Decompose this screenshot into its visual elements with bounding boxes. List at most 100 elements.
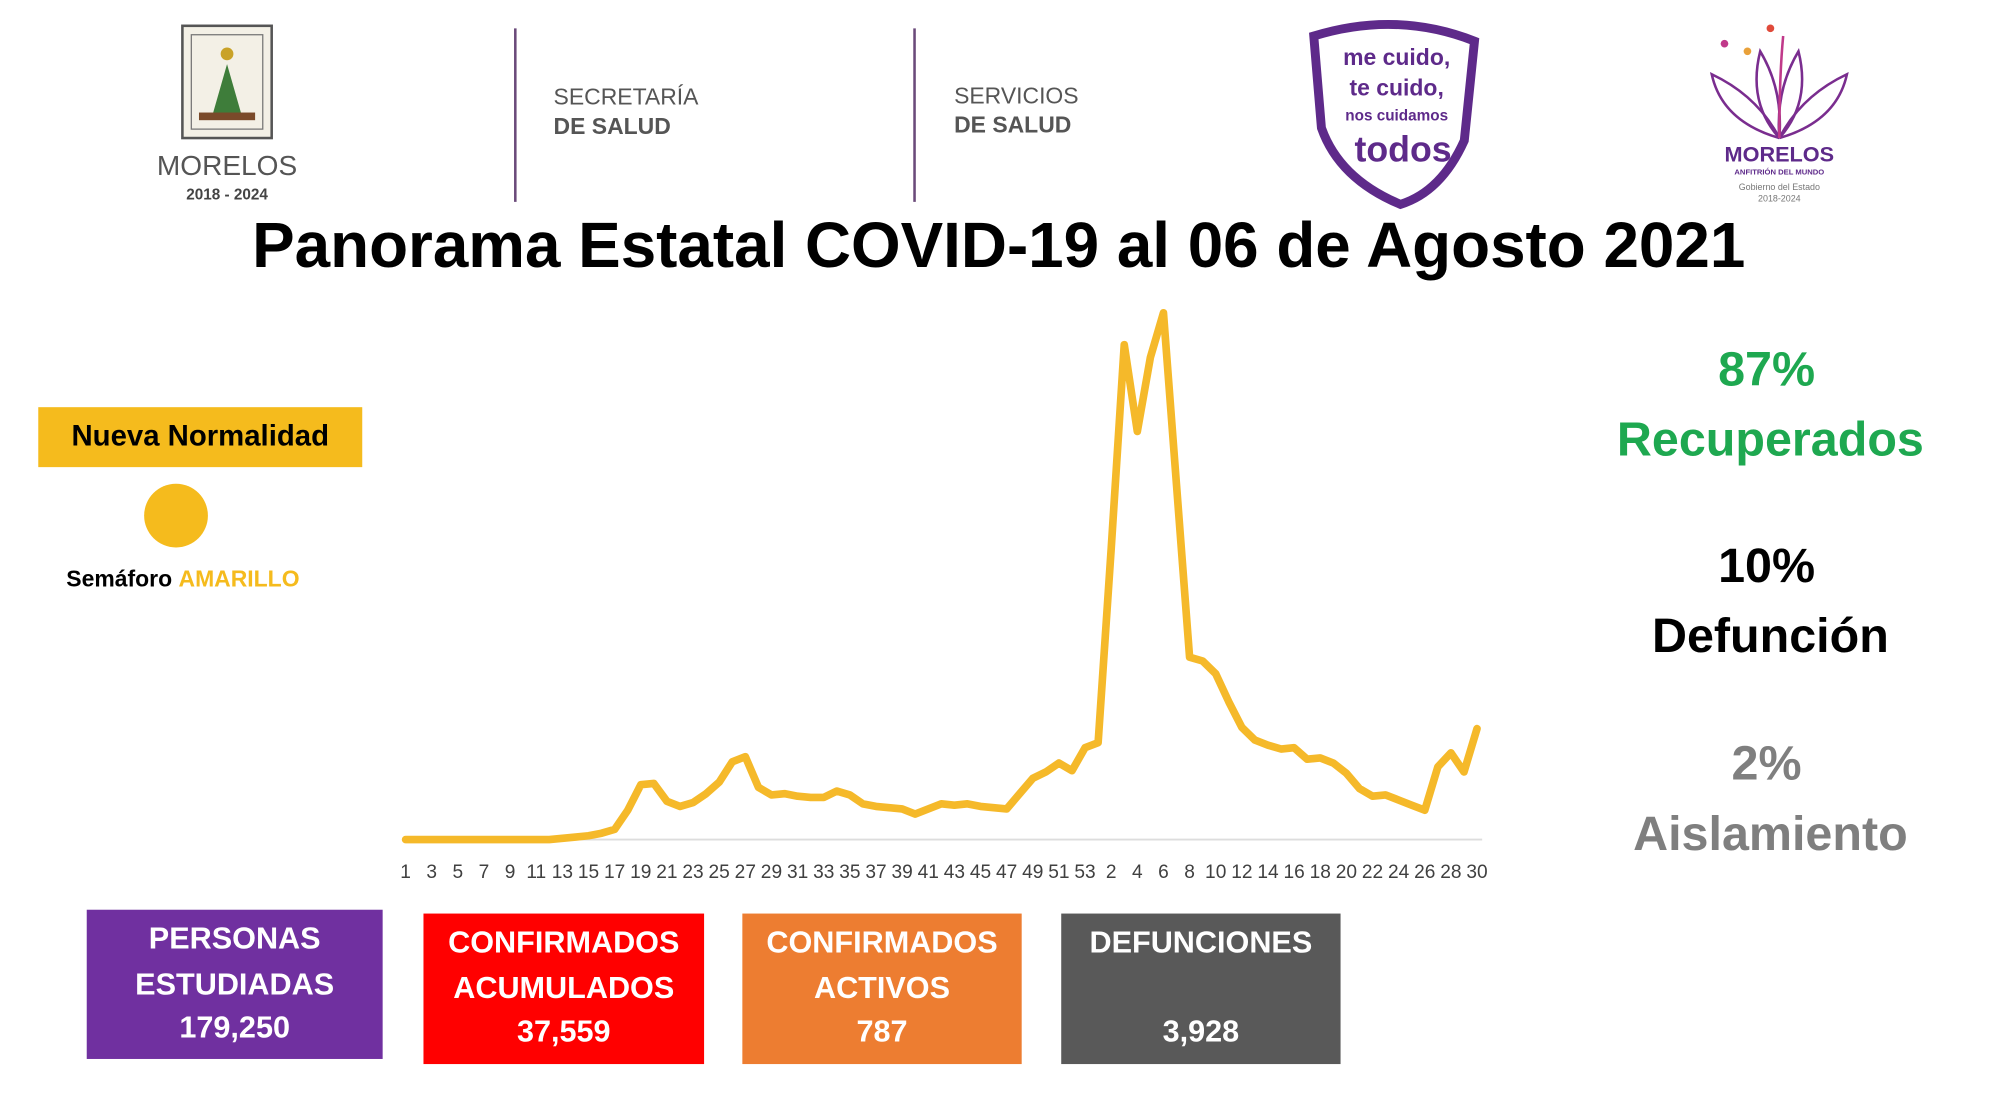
secretaria-line2: DE SALUD — [554, 113, 671, 139]
summary-box-label: ESTUDIADAS — [135, 967, 334, 1001]
lotus-petal — [1778, 35, 1785, 139]
x-tick-label: 31 — [787, 862, 808, 883]
summary-box — [742, 913, 1022, 1065]
gobierno-name: MORELOS — [1725, 142, 1835, 167]
lotus-petal — [1778, 72, 1849, 140]
morelos-years: 2018 - 2024 — [186, 186, 268, 203]
stat-value: 2% — [1732, 737, 1802, 791]
x-tick-label: 45 — [970, 862, 991, 883]
servicios-line1: SERVICIOS — [954, 82, 1079, 108]
stat-label: Aislamiento — [1633, 807, 1908, 861]
gobierno-line1: Gobierno del Estado — [1739, 182, 1820, 192]
lotus-petal — [1709, 72, 1781, 140]
summary-box — [423, 913, 705, 1065]
stat-label: Defunción — [1652, 609, 1889, 663]
semaforo-light — [144, 483, 208, 548]
summary-box-label: CONFIRMADOS — [448, 925, 679, 959]
lotus-dot — [1766, 24, 1775, 33]
summary-box-value: 179,250 — [179, 1011, 290, 1045]
summary-box-label: PERSONAS — [149, 921, 321, 955]
x-tick-label: 13 — [552, 862, 573, 883]
x-tick-label: 15 — [578, 862, 599, 883]
x-tick-label: 2 — [1106, 862, 1117, 883]
x-tick-label: 11 — [526, 862, 546, 883]
emblem-sun — [220, 47, 234, 61]
x-tick-label: 27 — [735, 862, 756, 883]
semaforo-label-text: Semáforo — [66, 566, 172, 592]
x-tick-label: 16 — [1283, 862, 1304, 883]
x-tick-label: 10 — [1205, 862, 1226, 883]
lotus-dot — [1743, 47, 1752, 56]
x-tick-label: 29 — [761, 862, 782, 883]
x-tick-label: 9 — [505, 862, 516, 883]
summary-box-label: CONFIRMADOS — [766, 925, 997, 959]
campaign-line1: me cuido, — [1343, 44, 1450, 70]
x-tick-label: 12 — [1231, 862, 1252, 883]
x-tick-label: 47 — [996, 862, 1017, 883]
gobierno-tagline: ANFITRIÓN DEL MUNDO — [1734, 168, 1824, 177]
x-tick-label: 53 — [1074, 862, 1095, 883]
campaign-line4: todos — [1354, 130, 1451, 170]
summary-box — [86, 909, 383, 1059]
semaforo-status: AMARILLO — [179, 566, 300, 592]
campaign-line3: nos cuidamos — [1345, 107, 1448, 124]
summary-box — [1061, 913, 1341, 1065]
x-tick-label: 43 — [944, 862, 965, 883]
semaforo-label: Semáforo AMARILLO — [66, 566, 299, 592]
semaforo-badge — [38, 407, 363, 468]
x-tick-label: 25 — [709, 862, 730, 883]
x-tick-label: 17 — [604, 862, 625, 883]
x-tick-label: 5 — [453, 862, 464, 883]
lotus-logo — [1709, 35, 1849, 140]
x-tick-label: 18 — [1310, 862, 1331, 883]
x-tick-label: 1 — [400, 862, 411, 883]
x-tick-label: 35 — [839, 862, 860, 883]
x-tick-label: 7 — [479, 862, 490, 883]
x-tick-label: 37 — [865, 862, 886, 883]
summary-box-value: 787 — [856, 1015, 907, 1049]
secretaria-line1: SECRETARÍA — [554, 84, 700, 110]
stat-value: 10% — [1718, 539, 1815, 593]
x-tick-label: 49 — [1022, 862, 1043, 883]
morelos-name: MORELOS — [157, 150, 297, 181]
x-tick-label: 19 — [630, 862, 651, 883]
x-tick-label: 20 — [1336, 862, 1357, 883]
x-tick-label: 41 — [918, 862, 939, 883]
x-tick-label: 21 — [656, 862, 677, 883]
x-tick-label: 4 — [1132, 862, 1143, 883]
x-tick-label: 39 — [891, 862, 912, 883]
x-tick-label: 24 — [1388, 862, 1410, 883]
lotus-petal — [1755, 48, 1782, 139]
stat-value: 87% — [1718, 343, 1815, 397]
x-tick-label: 28 — [1440, 862, 1461, 883]
x-tick-label: 3 — [426, 862, 437, 883]
servicios-line2: DE SALUD — [954, 112, 1071, 138]
emblem-tree — [211, 64, 243, 118]
x-tick-label: 23 — [682, 862, 703, 883]
emblem-border — [190, 34, 264, 130]
x-tick-label: 8 — [1184, 862, 1195, 883]
x-tick-label: 30 — [1466, 862, 1487, 883]
semaforo-badge-text: Nueva Normalidad — [71, 420, 329, 453]
x-tick-label: 33 — [813, 862, 834, 883]
data-line — [401, 308, 1481, 844]
stat-label: Recuperados — [1617, 413, 1924, 467]
x-tick-label: 22 — [1362, 862, 1383, 883]
x-tick-label: 51 — [1048, 862, 1069, 883]
x-tick-label: 26 — [1414, 862, 1435, 883]
x-tick-label: 6 — [1158, 862, 1169, 883]
summary-box-value: 3,928 — [1163, 1015, 1240, 1049]
x-tick-label: 14 — [1257, 862, 1279, 883]
summary-box-label: ACUMULADOS — [453, 971, 674, 1005]
lotus-dot — [1720, 39, 1729, 48]
title: Panorama Estatal COVID-19 al 06 de Agost… — [252, 209, 1745, 281]
summary-box-label: ACTIVOS — [814, 971, 950, 1005]
summary-box-label: DEFUNCIONES — [1089, 925, 1312, 959]
gobierno-line2: 2018-2024 — [1758, 194, 1801, 204]
campaign-line2: te cuido, — [1350, 75, 1444, 101]
morelos-emblem — [181, 24, 273, 140]
campaign-shield — [1309, 19, 1480, 210]
summary-box-value: 37,559 — [517, 1015, 611, 1049]
